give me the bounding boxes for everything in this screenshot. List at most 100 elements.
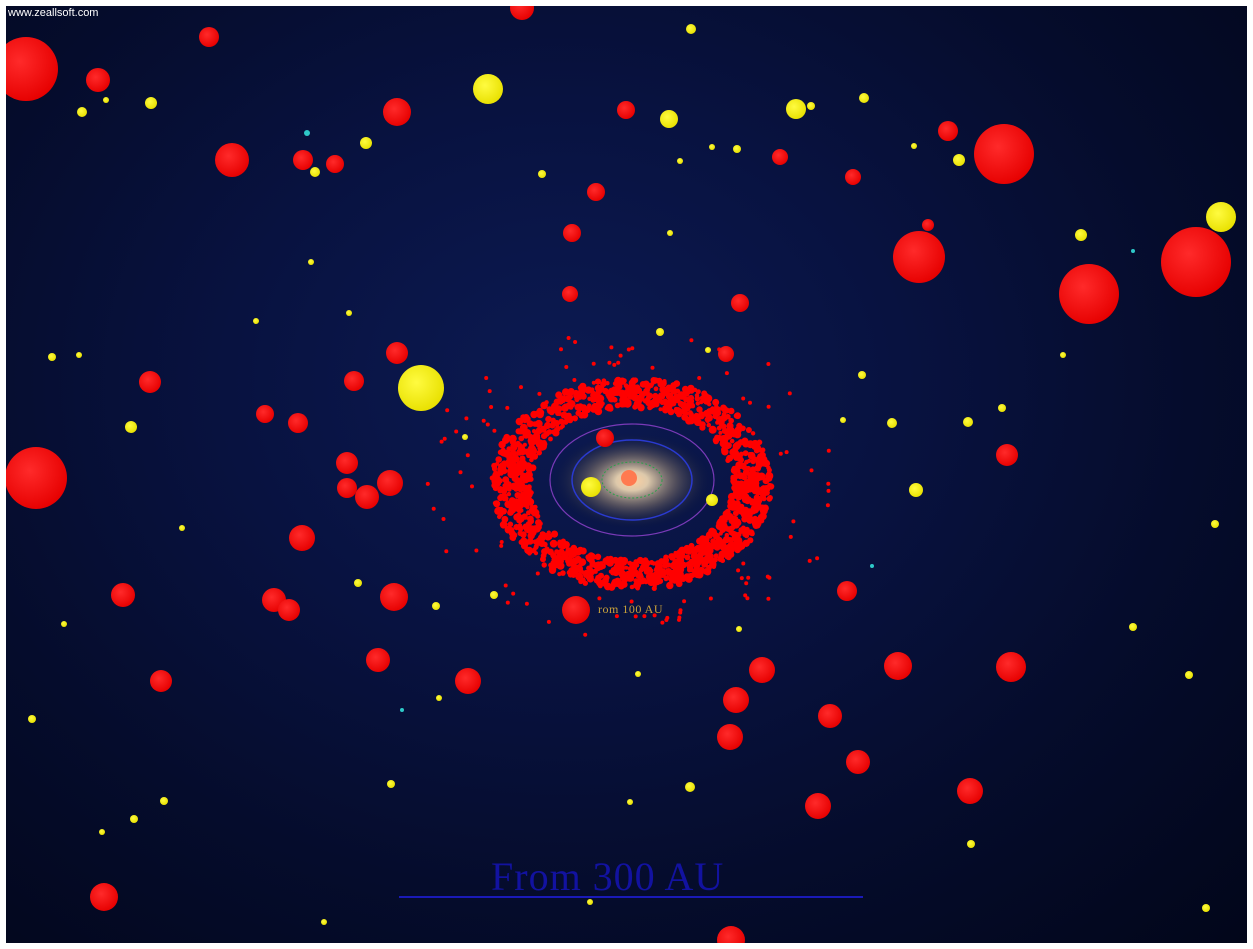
belt-object [621, 581, 628, 588]
red-body [215, 143, 249, 177]
red-body [617, 101, 635, 119]
belt-outlier [485, 422, 490, 427]
belt-object [550, 530, 559, 538]
belt-outlier [505, 405, 510, 410]
belt-object [520, 492, 529, 501]
belt-object [696, 545, 702, 551]
belt-object [597, 572, 605, 579]
belt-object [590, 390, 596, 395]
belt-object [628, 381, 635, 388]
belt-outlier [537, 391, 542, 396]
belt-object [694, 395, 701, 402]
yellow-body [99, 829, 105, 835]
belt-object [493, 477, 502, 486]
belt-outlier [766, 596, 771, 601]
belt-outlier [442, 436, 447, 441]
belt-object [506, 461, 514, 469]
belt-object [533, 551, 539, 556]
belt-object [735, 461, 744, 470]
belt-object [627, 560, 633, 565]
yellow-body [587, 899, 593, 905]
belt-object [725, 413, 731, 420]
red-body [562, 286, 578, 302]
belt-object [562, 419, 569, 425]
belt-object [746, 516, 754, 524]
red-body [336, 452, 358, 474]
red-body [772, 149, 788, 165]
belt-object [529, 421, 535, 427]
cyan-body [1131, 249, 1135, 253]
belt-object [557, 572, 562, 577]
red-body [455, 668, 481, 694]
red-body [957, 778, 983, 804]
space-scene [6, 6, 1236, 943]
belt-object [713, 544, 721, 551]
belt-object [725, 442, 732, 449]
belt-object [552, 429, 560, 437]
belt-object [714, 406, 721, 413]
belt-object [704, 395, 709, 401]
belt-object [635, 571, 644, 580]
belt-object [675, 580, 683, 588]
yellow-body [61, 621, 67, 627]
belt-object [513, 465, 521, 473]
belt-object [572, 416, 578, 422]
belt-object [747, 451, 756, 460]
belt-object [535, 513, 541, 519]
belt-object [560, 423, 565, 429]
belt-object [518, 435, 525, 442]
belt-object [568, 404, 574, 410]
belt-outlier [739, 576, 744, 581]
belt-outlier [766, 362, 771, 366]
belt-object [695, 401, 700, 406]
red-body [749, 657, 775, 683]
yellow-body [308, 259, 314, 265]
belt-outlier [464, 416, 469, 421]
belt-object [657, 381, 664, 388]
belt-object [653, 386, 659, 392]
yellow-body [77, 107, 87, 117]
belt-object [517, 501, 525, 509]
belt-object [599, 385, 605, 391]
belt-object [756, 495, 763, 502]
yellow-body [858, 371, 866, 379]
red-body [383, 98, 411, 126]
red-body [845, 169, 861, 185]
belt-object [721, 427, 729, 434]
red-body [150, 670, 172, 692]
belt-object [525, 546, 534, 555]
belt-object [503, 495, 509, 502]
belt-object [509, 440, 515, 445]
red-body [278, 599, 300, 621]
belt-outlier [546, 619, 551, 624]
belt-outlier [765, 574, 770, 579]
belt-object [633, 581, 641, 590]
belt-object [756, 439, 763, 446]
belt-outlier [724, 371, 729, 376]
belt-object [579, 382, 587, 390]
belt-object [547, 548, 554, 556]
belt-object [676, 411, 683, 418]
belt-object [623, 572, 628, 578]
belt-object [515, 428, 522, 435]
belt-object [671, 574, 676, 579]
yellow-body [887, 418, 897, 428]
space-scene-viewport[interactable]: www.zeallsoft.com rom 100 AU From 300 AU [6, 6, 1247, 943]
sun-and-inner-orbits [549, 423, 718, 537]
cyan-body [870, 564, 874, 568]
belt-object [664, 568, 673, 576]
belt-object [732, 543, 738, 549]
belt-object [518, 461, 524, 467]
belt-object [532, 547, 537, 552]
belt-outlier [815, 556, 820, 561]
red-body [380, 583, 408, 611]
belt-object [523, 484, 529, 490]
belt-outlier [746, 575, 751, 580]
belt-object [716, 425, 722, 431]
belt-outlier [678, 610, 683, 615]
belt-object [507, 509, 514, 516]
belt-object [554, 549, 559, 554]
belt-object [519, 457, 525, 462]
belt-outlier [489, 405, 494, 409]
yellow-body [840, 417, 846, 423]
